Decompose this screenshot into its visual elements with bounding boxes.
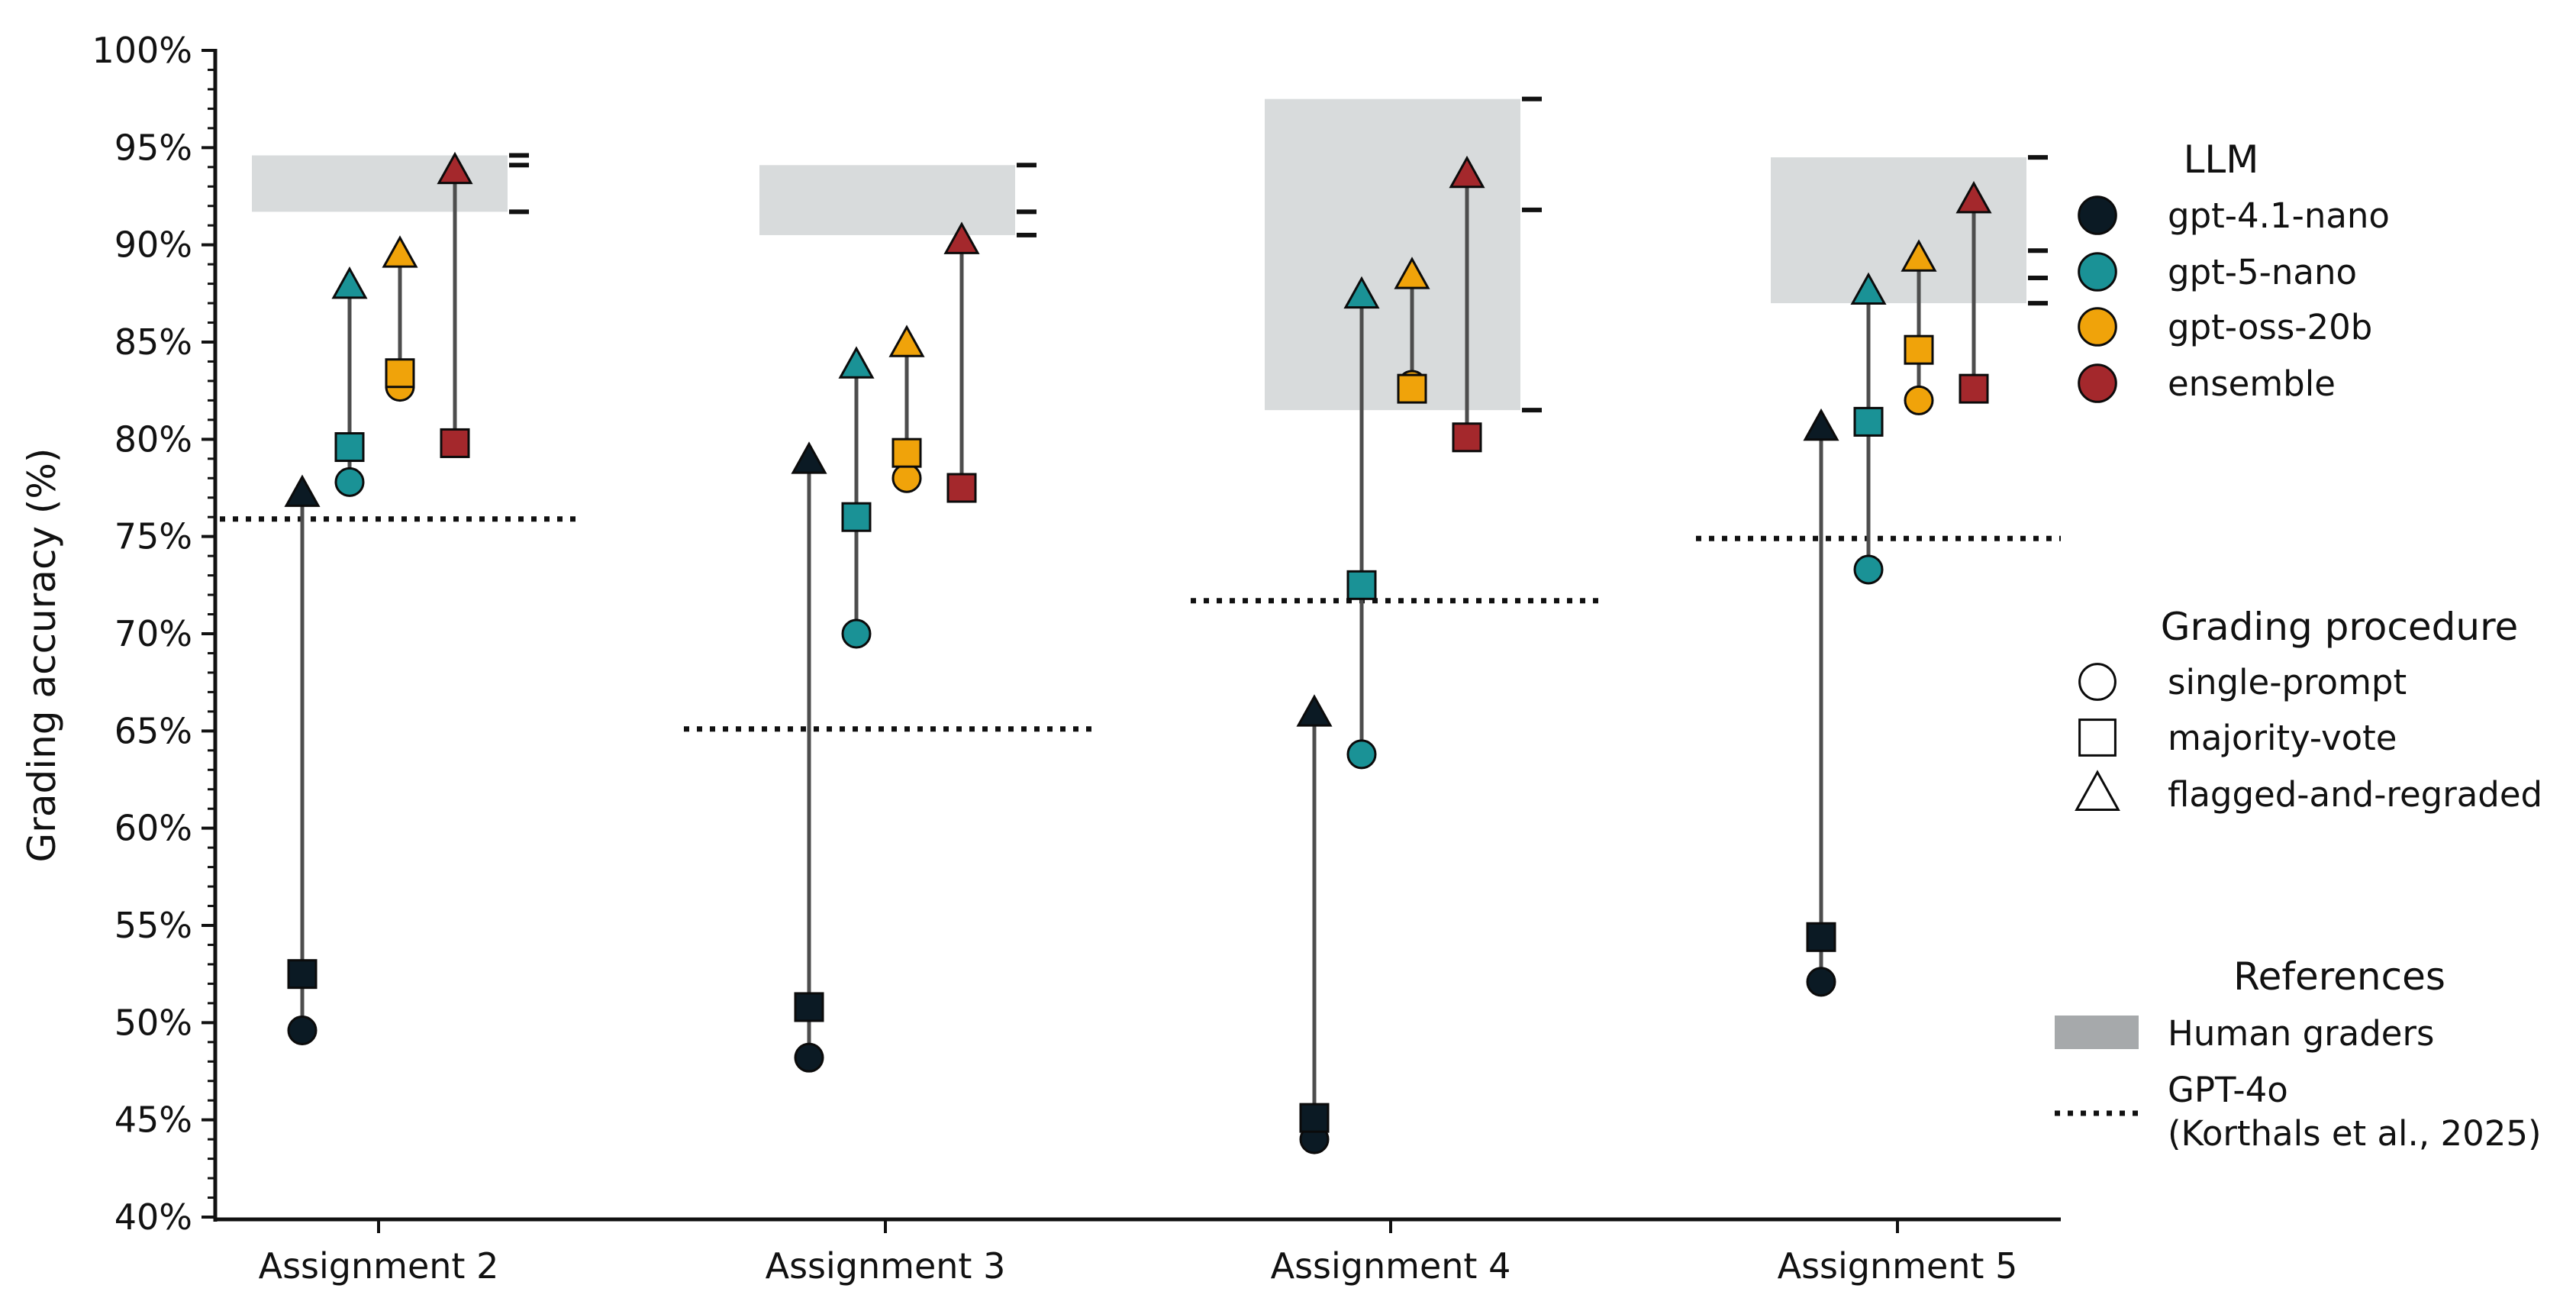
legend-marker-gpt-oss-20b	[2078, 307, 2117, 347]
legend-label-flagged-and-regraded: flagged-and-regraded	[2168, 774, 2542, 815]
human-grader-band	[759, 165, 1015, 235]
y-tick-label: 60%	[114, 808, 192, 849]
y-tick-label: 70%	[114, 613, 192, 654]
point-gpt-5-nano-majority-vote	[1346, 570, 1377, 600]
point-gpt-5-nano-flagged-and-regraded	[838, 346, 875, 379]
point-gpt-5-nano-flagged-and-regraded	[331, 266, 368, 299]
point-gpt-4-1-nano-flagged-and-regraded	[284, 474, 321, 507]
legend-label-ensemble: ensemble	[2168, 363, 2336, 404]
legend-label-gpt4o: GPT-4o	[2168, 1070, 2288, 1110]
data-markers	[284, 151, 1992, 1154]
legend-label-single-prompt: single-prompt	[2168, 662, 2407, 702]
x-tick-label: Assignment 2	[259, 1245, 499, 1287]
point-gpt-4-1-nano-single-prompt	[287, 1016, 318, 1046]
y-tick-label: 45%	[114, 1099, 192, 1141]
point-gpt-5-nano-flagged-and-regraded	[1343, 276, 1380, 309]
y-tick-label: 55%	[114, 905, 192, 946]
point-gpt-oss-20b-flagged-and-regraded	[1901, 239, 1937, 272]
legend-title-references: References	[2233, 954, 2445, 999]
point-gpt-4-1-nano-majority-vote	[287, 959, 318, 990]
x-tick-label: Assignment 3	[766, 1245, 1006, 1287]
y-tick-label: 95%	[114, 127, 192, 168]
point-ensemble-majority-vote	[1959, 373, 1989, 404]
point-gpt-oss-20b-flagged-and-regraded	[1394, 257, 1430, 289]
point-gpt-oss-20b-single-prompt	[891, 463, 922, 493]
point-gpt-5-nano-single-prompt	[334, 467, 365, 497]
connector-lines	[300, 181, 1976, 1140]
y-axis-label: Grading accuracy (%)	[20, 448, 64, 863]
y-tick-label: 80%	[114, 418, 192, 460]
legend-marker-gpt-5-nano	[2078, 252, 2117, 292]
point-gpt-4-1-nano-majority-vote	[1806, 922, 1836, 952]
y-tick-label: 40%	[114, 1196, 192, 1238]
legend-title-llm: LLM	[2184, 137, 2259, 182]
legend-label-human-graders: Human graders	[2168, 1013, 2434, 1054]
y-tick-label: 65%	[114, 710, 192, 751]
legend-marker-majority-vote	[2078, 718, 2117, 757]
legend-marker-gpt-4-1-nano	[2078, 195, 2117, 235]
legend-label-gpt-oss-20b: gpt-oss-20b	[2168, 307, 2372, 347]
legend-label-majority-vote: majority-vote	[2168, 718, 2397, 758]
x-tick-label: Assignment 5	[1778, 1245, 2018, 1287]
point-gpt-oss-20b-majority-vote	[1904, 334, 1934, 365]
x-tick-label: Assignment 4	[1271, 1245, 1511, 1287]
human-grader-bands	[252, 96, 2048, 413]
point-gpt-4-1-nano-majority-vote	[1299, 1103, 1330, 1133]
legend-title-procedure: Grading procedure	[2161, 605, 2519, 649]
point-ensemble-flagged-and-regraded	[437, 151, 473, 185]
point-gpt-4-1-nano-flagged-and-regraded	[1296, 694, 1333, 727]
point-gpt-5-nano-single-prompt	[1346, 739, 1377, 770]
axes: 40% 45% 50% 55% 60% 65% 70% 75% 80% 85% 90% 95% 100%…	[92, 30, 2061, 1287]
point-gpt-4-1-nano-flagged-and-regraded	[791, 441, 827, 474]
y-tick-label: 100%	[92, 30, 192, 71]
legend-swatch-human-graders	[2055, 1016, 2139, 1049]
point-gpt-4-1-nano-single-prompt	[794, 1042, 824, 1073]
point-gpt-4-1-nano-single-prompt	[1806, 967, 1836, 997]
legend-label-gpt-4-1-nano: gpt-4.1-nano	[2168, 195, 2390, 236]
point-ensemble-majority-vote	[440, 428, 470, 458]
legend-label-gpt4o-citation: (Korthals et al., 2025)	[2168, 1113, 2542, 1154]
point-ensemble-majority-vote	[946, 473, 977, 503]
legend-label-gpt-5-nano: gpt-5-nano	[2168, 252, 2357, 292]
y-tick-label: 75%	[114, 516, 192, 557]
human-grader-band	[1771, 157, 2026, 304]
legend-marker-ensemble	[2078, 363, 2117, 403]
gpt4o-reference-lines	[220, 516, 2061, 732]
y-tick-label: 50%	[114, 1002, 192, 1043]
point-gpt-4-1-nano-majority-vote	[794, 992, 824, 1022]
y-tick-label: 85%	[114, 321, 192, 363]
point-gpt-5-nano-single-prompt	[1853, 554, 1884, 585]
point-gpt-oss-20b-single-prompt	[1904, 385, 1934, 415]
point-ensemble-majority-vote	[1452, 422, 1482, 453]
legend: LLM Grading procedure References Human g…	[2055, 137, 2542, 1154]
point-ensemble-flagged-and-regraded	[1449, 155, 1485, 189]
point-gpt-oss-20b-flagged-and-regraded	[382, 235, 418, 268]
legend-marker-single-prompt	[2078, 663, 2117, 701]
point-gpt-5-nano-single-prompt	[841, 618, 872, 649]
y-tick-label: 90%	[114, 224, 192, 266]
point-gpt-oss-20b-majority-vote	[1397, 373, 1427, 404]
point-gpt-oss-20b-flagged-and-regraded	[888, 325, 925, 357]
point-gpt-5-nano-majority-vote	[841, 502, 872, 532]
point-gpt-5-nano-flagged-and-regraded	[1850, 272, 1887, 305]
point-ensemble-flagged-and-regraded	[1955, 180, 1992, 214]
point-gpt-5-nano-majority-vote	[334, 432, 365, 463]
human-grader-band	[1265, 98, 1520, 411]
point-gpt-oss-20b-majority-vote	[385, 358, 415, 389]
point-gpt-4-1-nano-flagged-and-regraded	[1803, 408, 1839, 441]
point-ensemble-flagged-and-regraded	[943, 221, 980, 254]
point-gpt-5-nano-majority-vote	[1853, 406, 1884, 437]
point-gpt-oss-20b-majority-vote	[891, 438, 922, 468]
legend-marker-flagged-and-regraded	[2075, 770, 2120, 811]
